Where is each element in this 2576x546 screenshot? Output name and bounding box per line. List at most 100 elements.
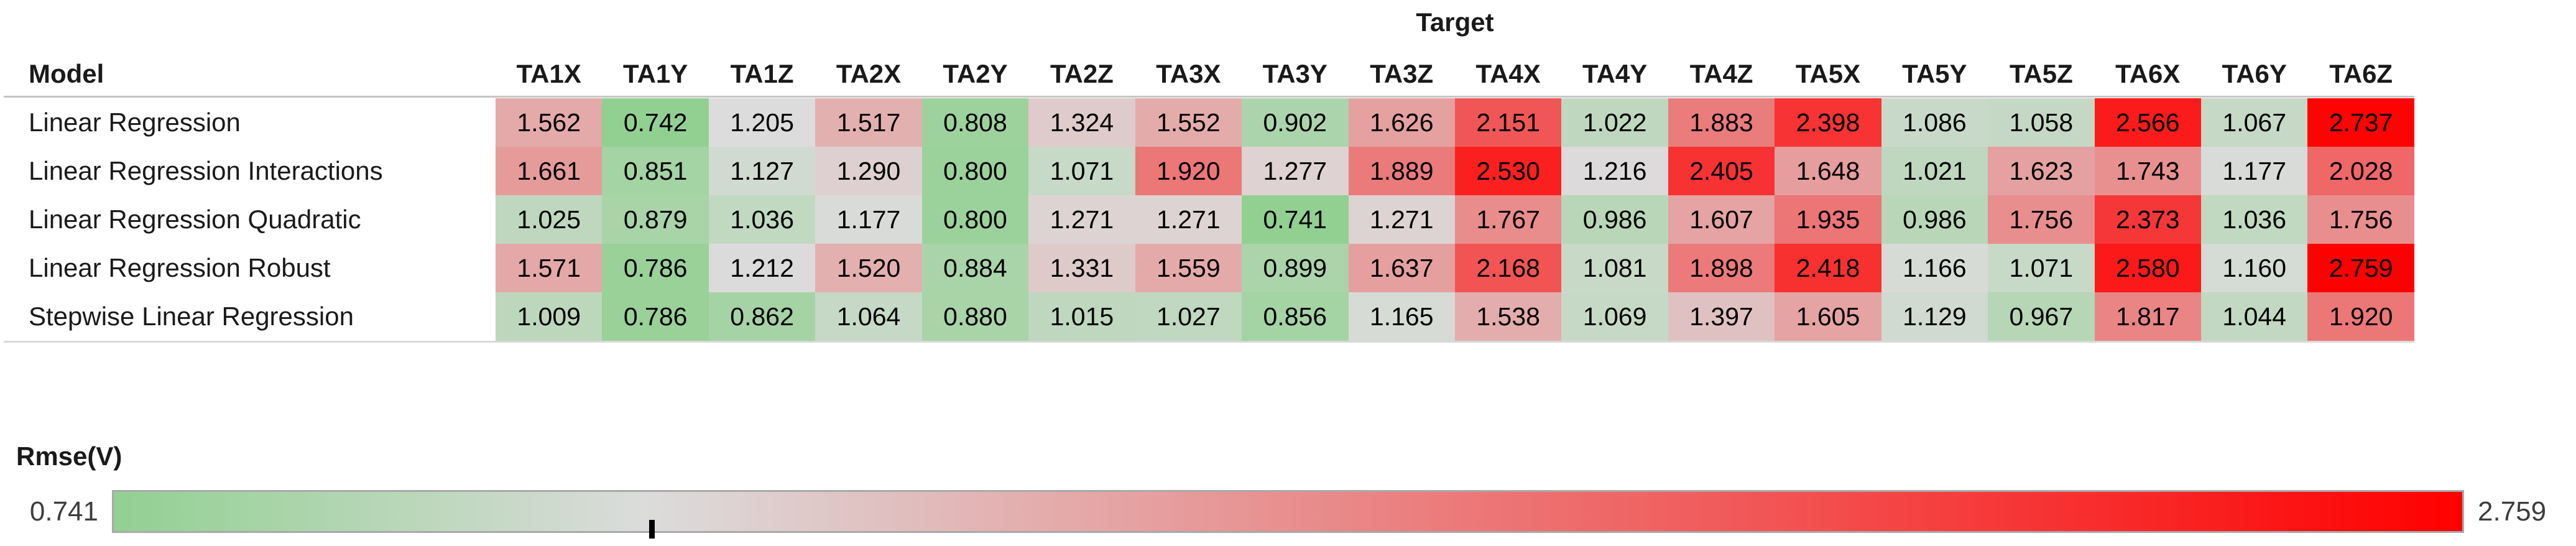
heatmap-cell-ta5y: 1.129 — [1881, 292, 1988, 341]
heatmap-cell-ta1y: 0.786 — [602, 292, 709, 341]
model-name: Linear Regression Quadratic — [29, 205, 361, 234]
heatmap-cell-ta1y: 0.879 — [602, 195, 709, 244]
heatmap-cell-ta4x: 1.538 — [1454, 292, 1562, 341]
column-header-ta5x: TA5X — [1795, 59, 1861, 88]
heatmap-cell-ta1y: 0.786 — [602, 244, 709, 292]
model-name: Linear Regression Robust — [29, 253, 331, 282]
heatmap-cell-ta3z: 1.271 — [1348, 195, 1455, 244]
heatmap-cell-ta1z: 1.205 — [708, 98, 816, 147]
legend-gradient-bar — [112, 490, 2464, 533]
heatmap-cell-ta2x: 1.064 — [815, 292, 922, 341]
heatmap-cell-ta3y: 0.741 — [1242, 195, 1349, 244]
heatmap-cell-ta5z: 1.623 — [1988, 147, 2095, 195]
heatmap-cell-ta1x: 1.571 — [496, 244, 602, 292]
heatmap-cell-ta5y: 1.021 — [1881, 147, 1988, 195]
target-group-header: Target — [1416, 7, 1494, 37]
table-row: Linear Regression Quadratic 1.025 0.879 1.0… — [0, 195, 2414, 244]
heatmap-cell-ta6x: 2.373 — [2094, 195, 2201, 244]
heatmap-cell-ta5y: 1.086 — [1881, 98, 1988, 147]
column-header-ta6y: TA6Y — [2222, 59, 2287, 88]
heatmap-cell-ta5x: 1.935 — [1775, 195, 1881, 244]
heatmap-cell-ta1x: 1.009 — [496, 292, 602, 341]
heatmap-cell-ta1y: 0.742 — [602, 98, 709, 147]
heatmap-cell-ta5z: 1.071 — [1988, 244, 2095, 292]
heatmap-cell-ta4x: 2.530 — [1454, 147, 1562, 195]
heatmap-cell-ta4y: 1.069 — [1561, 292, 1668, 341]
heatmap-cell-ta3y: 0.899 — [1242, 244, 1349, 292]
heatmap-cell-ta2x: 1.177 — [815, 195, 922, 244]
heatmap-cell-ta2y: 0.808 — [921, 98, 1029, 147]
column-header-ta6x: TA6X — [2115, 59, 2181, 88]
heatmap-cell-ta6z: 1.756 — [2307, 195, 2414, 244]
heatmap-cell-ta2z: 1.324 — [1028, 98, 1135, 147]
heatmap-cell-ta6y: 1.036 — [2201, 195, 2308, 244]
legend-title: Rmse(V) — [16, 442, 122, 471]
model-name: Linear Regression — [29, 108, 241, 137]
column-header-ta5z: TA5Z — [2009, 59, 2073, 88]
legend-tick-marker — [649, 520, 655, 539]
heatmap-cell-ta4z: 2.405 — [1668, 147, 1775, 195]
heatmap-cell-ta3x: 1.552 — [1135, 98, 1242, 147]
heatmap-cell-ta6x: 2.580 — [2094, 244, 2201, 292]
column-header-ta1x: TA1X — [516, 59, 581, 88]
table-row: Linear Regression 1.562 0.742 1.205 1.517 0.8… — [0, 98, 2414, 147]
heatmap-cell-ta3y: 0.902 — [1242, 98, 1349, 147]
heatmap-cell-ta2y: 0.800 — [921, 147, 1029, 195]
heatmap-cell-ta5z: 1.058 — [1988, 98, 2095, 147]
heatmap-cell-ta6z: 2.759 — [2307, 244, 2414, 292]
heatmap-cell-ta6x: 1.743 — [2094, 147, 2201, 195]
column-header-ta3z: TA3Z — [1370, 59, 1434, 88]
heatmap-cell-ta6y: 1.067 — [2201, 98, 2308, 147]
heatmap-cell-ta2y: 0.800 — [921, 195, 1029, 244]
heatmap-cell-ta1x: 1.025 — [496, 195, 602, 244]
heatmap-cell-ta4y: 1.216 — [1561, 147, 1668, 195]
table-row: Linear Regression Robust 1.571 0.786 1.212 1… — [0, 244, 2414, 292]
heatmap-cell-ta1x: 1.562 — [496, 98, 602, 147]
heatmap-cell-ta4y: 0.986 — [1561, 195, 1668, 244]
heatmap-cell-ta3z: 1.889 — [1348, 147, 1455, 195]
heatmap-cell-ta1z: 1.127 — [708, 147, 816, 195]
heatmap-cell-ta1z: 1.036 — [708, 195, 816, 244]
model-name: Stepwise Linear Regression — [29, 302, 354, 331]
column-header-ta4x: TA4X — [1475, 59, 1541, 88]
heatmap-cell-ta3y: 0.856 — [1242, 292, 1349, 341]
table-bottom-divider — [4, 341, 2414, 343]
heatmap-cell-ta1z: 1.212 — [708, 244, 816, 292]
heatmap-cell-ta3z: 1.165 — [1348, 292, 1455, 341]
heatmap-cell-ta6x: 2.566 — [2094, 98, 2201, 147]
heatmap-cell-ta6y: 1.177 — [2201, 147, 2308, 195]
heatmap-cell-ta5y: 1.166 — [1881, 244, 1988, 292]
column-header-ta1z: TA1Z — [730, 59, 794, 88]
column-header-ta2z: TA2Z — [1050, 59, 1114, 88]
heatmap-cell-ta6x: 1.817 — [2094, 292, 2201, 341]
heatmap-cell-ta6z: 2.028 — [2307, 147, 2414, 195]
heatmap-cell-ta4x: 2.168 — [1454, 244, 1562, 292]
column-header-ta3y: TA3Y — [1262, 59, 1327, 88]
heatmap-cell-ta2z: 1.271 — [1028, 195, 1135, 244]
column-header-ta3x: TA3X — [1156, 59, 1221, 88]
column-header-ta2x: TA2X — [836, 59, 902, 88]
heatmap-cell-ta1z: 0.862 — [708, 292, 816, 341]
heatmap-cell-ta3z: 1.637 — [1348, 244, 1455, 292]
heatmap-cell-ta2x: 1.517 — [815, 98, 922, 147]
heatmap-cell-ta3y: 1.277 — [1242, 147, 1349, 195]
heatmap-cell-ta2z: 1.071 — [1028, 147, 1135, 195]
heatmap-cell-ta2y: 0.880 — [921, 292, 1029, 341]
model-name: Linear Regression Interactions — [29, 156, 383, 185]
heatmap-cell-ta5z: 0.967 — [1988, 292, 2095, 341]
heatmap-cell-ta5x: 2.418 — [1775, 244, 1881, 292]
heatmap-cell-ta3x: 1.271 — [1135, 195, 1242, 244]
header-divider — [4, 96, 2414, 98]
table-row: Stepwise Linear Regression 1.009 0.786 0.86… — [0, 292, 2414, 341]
heatmap-cell-ta2x: 1.290 — [815, 147, 922, 195]
heatmap-cell-ta2y: 0.884 — [921, 244, 1029, 292]
heatmap-cell-ta6z: 1.920 — [2307, 292, 2414, 341]
heatmap-cell-ta3z: 1.626 — [1348, 98, 1455, 147]
heatmap-cell-ta2x: 1.520 — [815, 244, 922, 292]
model-column-header: Model — [29, 59, 104, 88]
heatmap-cell-ta1x: 1.661 — [496, 147, 602, 195]
heatmap-cell-ta6z: 2.737 — [2307, 98, 2414, 147]
heatmap-cell-ta3x: 1.920 — [1135, 147, 1242, 195]
table-row: Linear Regression Interactions 1.661 0.851… — [0, 147, 2414, 195]
heatmap-cell-ta1y: 0.851 — [602, 147, 709, 195]
